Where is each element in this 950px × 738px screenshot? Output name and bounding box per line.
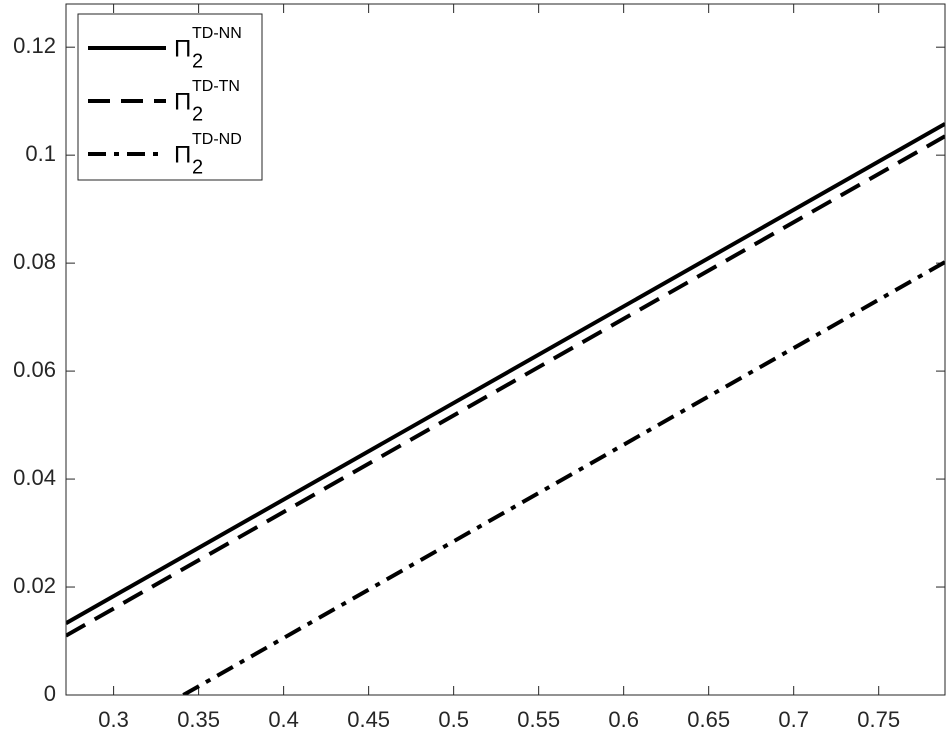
legend-subscript: 2 [192, 50, 203, 72]
legend-label: TD-TN [192, 78, 240, 95]
series-line [66, 122, 945, 625]
legend-box [77, 13, 263, 181]
legend-label: TD-NN [192, 25, 242, 42]
axes-box [65, 3, 946, 696]
x-tick-label: 0.55 [517, 707, 560, 732]
x-tick-label: 0.3 [98, 707, 129, 732]
legend-subscript: 2 [192, 103, 203, 125]
y-tick-label: 0 [44, 681, 56, 706]
y-tick-label: 0.06 [13, 357, 56, 382]
y-tick-label: 0.04 [13, 465, 56, 490]
x-tick-label: 0.45 [347, 707, 390, 732]
y-tick-label: 0.1 [25, 141, 56, 166]
y-tick-label: 0.02 [13, 573, 56, 598]
series-line [66, 134, 945, 638]
x-tick-label: 0.7 [778, 707, 809, 732]
x-tick-label: 0.5 [438, 707, 469, 732]
y-tick-label: 0.12 [13, 33, 56, 58]
legend-symbol: Π [174, 88, 191, 115]
x-tick-label: 0.65 [687, 707, 730, 732]
legend-subscript: 2 [192, 156, 203, 178]
x-tick-label: 0.35 [177, 707, 220, 732]
x-tick-label: 0.4 [268, 707, 299, 732]
y-tick-label: 0.08 [13, 249, 56, 274]
series-line [182, 260, 945, 695]
legend-symbol: Π [174, 141, 191, 168]
x-tick-label: 0.6 [608, 707, 639, 732]
legend-label: TD-ND [192, 131, 242, 148]
legend-symbol: Π [174, 35, 191, 62]
x-tick-label: 0.75 [857, 707, 900, 732]
